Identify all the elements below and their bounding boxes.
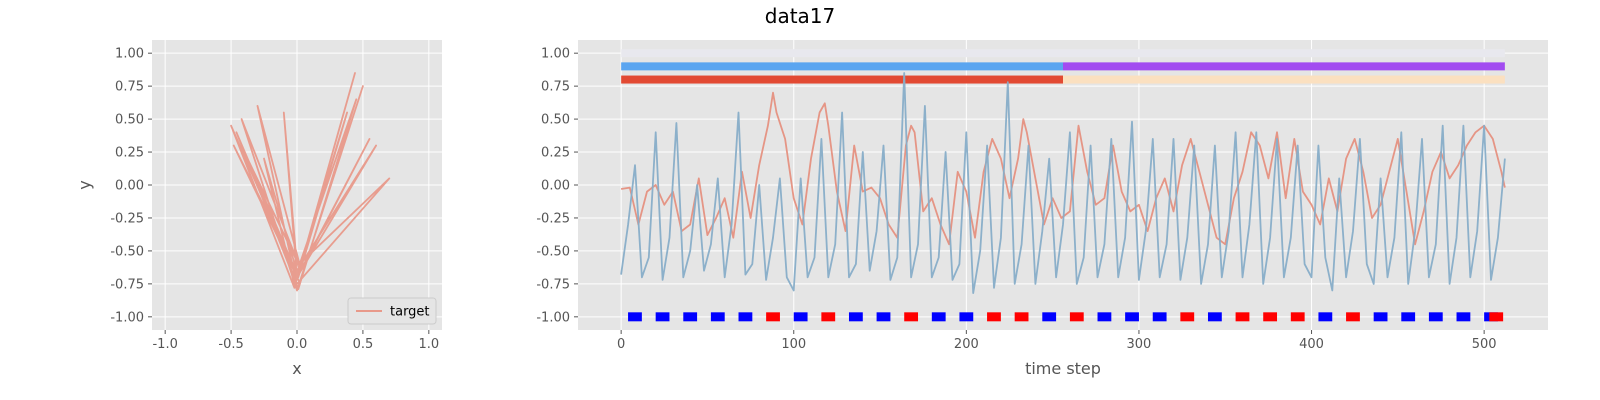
segment-bar-blue [621,62,1063,71]
y-tick-label: -0.25 [536,211,570,226]
state-marker-blue [1428,312,1443,322]
y-tick-label: 0.25 [115,146,144,161]
state-marker-red [1180,312,1195,322]
state-marker-blue [1042,312,1057,322]
state-marker-blue [1125,312,1139,322]
state-marker-blue [1318,312,1333,322]
series-line-1 [620,72,1506,295]
y-tick-label: 1.00 [541,47,570,62]
segment-bar-peach [1063,75,1505,84]
segment-bar-red [621,75,1063,84]
state-marker-blue [683,312,698,322]
figure-title: data17 [764,4,836,28]
y-tick-label: 0.75 [541,80,570,95]
x-tick-label: -1.0 [152,337,177,352]
legend-box [347,297,437,325]
state-marker-blue [1207,312,1222,322]
phase-plot-panel: -1.0 -0.5 0.0 0.5 1.0 -1.00 -0.75 -0.50 -0.25 0.0… [75,40,442,378]
state-marker-blue [1456,312,1471,322]
state-marker-red [1069,312,1084,322]
x-tick-label: 0.5 [353,337,374,352]
segment-bar-purple [1063,62,1505,71]
state-marker-blue [959,312,974,322]
state-marker-red [1290,312,1305,322]
state-marker-red [1235,312,1250,322]
x-tick-label: 0.0 [287,337,308,352]
state-marker-red [1263,312,1278,322]
legend-label-target: target [390,305,430,320]
state-marker-red [904,312,919,322]
x-axis-label: x [292,359,301,378]
y-tick-label: 0.00 [541,179,570,194]
state-marker-red [987,312,1001,322]
x-tick-label: 1.0 [418,337,439,352]
x-tick-label: 500 [1472,337,1497,352]
y-tick-label: -1.00 [110,310,144,325]
state-marker-blue [848,312,863,322]
y-tick-label: 0.25 [541,146,570,161]
state-marker-red [821,312,836,322]
y-tick-label: -0.50 [536,244,570,259]
x-tick-label: 0 [617,337,625,352]
segment-bar-gray [621,49,1505,58]
y-tick-label: -0.75 [110,277,144,292]
state-marker-blue [876,312,891,322]
x-tick-label: 300 [1127,337,1152,352]
state-marker-blue [1152,312,1167,322]
y-tick-label: 0.00 [115,179,144,194]
state-marker-blue [793,312,808,322]
state-marker-blue [1401,312,1416,322]
x-tick-label: 200 [954,337,979,352]
state-marker-blue [1097,312,1112,322]
x-tick-label: 400 [1299,337,1324,352]
y-tick-label: -0.50 [110,244,144,259]
series-line-target [230,72,391,292]
state-marker-blue [931,312,946,322]
y-tick-label: 0.50 [115,113,144,128]
state-marker-blue [738,312,753,322]
y-tick-label: 1.00 [115,47,144,62]
state-marker-blue [655,312,670,322]
y-tick-label: -0.75 [536,277,570,292]
y-tick-label: 0.75 [115,80,144,95]
state-marker-blue [628,312,642,322]
x-tick-label: -0.5 [218,337,243,352]
state-marker-blue [1373,312,1388,322]
y-tick-label: 0.50 [541,113,570,128]
state-marker-red [1014,312,1029,322]
y-tick-label: -0.25 [110,211,144,226]
state-marker-red [1489,312,1504,322]
legend: target [347,297,437,325]
time-series-panel: 0 100 200 300 400 500 -1.00 -0.75 -0.50 -0.25 0.00… [536,40,1548,378]
x-tick-label: 100 [781,337,806,352]
series-line-0 [620,91,1506,246]
y-axis-label: y [75,180,94,189]
y-tick-label: -1.00 [536,310,570,325]
x-axis-label: time step [1025,359,1101,378]
state-marker-red [766,312,780,322]
state-marker-red [1346,312,1360,322]
state-marker-blue [710,312,725,322]
